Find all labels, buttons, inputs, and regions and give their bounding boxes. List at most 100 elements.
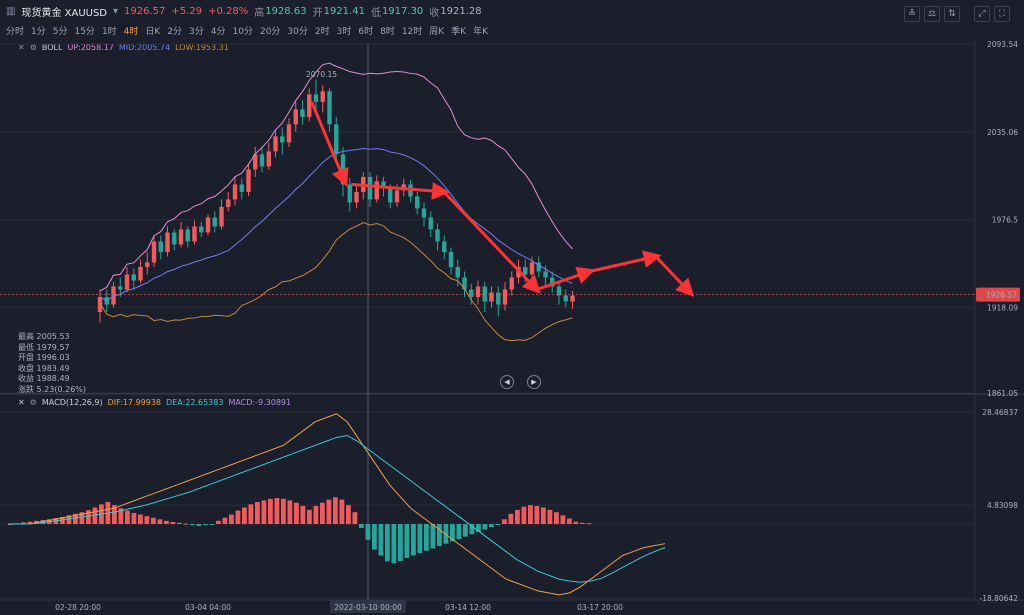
fullscreen-icon[interactable]: ⛶ bbox=[994, 6, 1010, 22]
macd-bar bbox=[424, 524, 429, 551]
timeframe-13[interactable]: 2时 bbox=[314, 26, 330, 37]
candle-body bbox=[192, 226, 197, 242]
timeframe-14[interactable]: 3时 bbox=[336, 26, 352, 37]
draw-tool-icon[interactable]: ⚖ bbox=[924, 6, 940, 22]
price-axis-tick: 1918.09 bbox=[987, 303, 1018, 312]
macd-bar bbox=[151, 517, 156, 525]
timeframe-6[interactable]: 日K bbox=[145, 26, 161, 37]
scroll-right-button[interactable]: ▶ bbox=[527, 375, 541, 389]
close-icon[interactable]: ✕ bbox=[18, 398, 25, 407]
timeframe-2[interactable]: 5分 bbox=[52, 26, 68, 37]
timeframe-5[interactable]: 4时 bbox=[123, 26, 139, 37]
macd-dea-line bbox=[8, 434, 666, 583]
timeframe-17[interactable]: 12时 bbox=[401, 26, 423, 37]
ohlc-line-0: 最高 2005.53 bbox=[18, 332, 70, 341]
macd-bar bbox=[66, 515, 72, 525]
macd-bar bbox=[255, 501, 260, 525]
settings-icon[interactable]: ⇅ bbox=[944, 6, 960, 22]
timeframe-18[interactable]: 周K bbox=[429, 26, 445, 37]
close-icon[interactable]: ✕ bbox=[18, 43, 25, 52]
time-axis-tick: 02-28 20:00 bbox=[55, 603, 101, 612]
macd-bar bbox=[580, 522, 585, 525]
indicator-icon[interactable]: ≙ bbox=[904, 6, 920, 22]
timeframe-20[interactable]: 年K bbox=[473, 26, 488, 37]
candle-body bbox=[570, 295, 575, 302]
boll-up: UP:2058.17 bbox=[67, 43, 114, 52]
candle-body bbox=[442, 241, 447, 252]
macd-bar bbox=[528, 505, 533, 525]
candle-body bbox=[313, 94, 319, 102]
timeframe-10[interactable]: 10分 bbox=[232, 26, 253, 37]
candle-body bbox=[428, 217, 433, 230]
macd-bar bbox=[476, 524, 481, 532]
macd-bar bbox=[300, 505, 306, 525]
candle-body bbox=[509, 277, 514, 290]
candle-body bbox=[455, 266, 460, 278]
candle-body bbox=[266, 151, 271, 167]
crosshair-time-label: 2022-03-10 00:00 bbox=[334, 603, 402, 612]
trend-arrow bbox=[589, 250, 662, 273]
candle-body bbox=[253, 154, 258, 170]
timeframe-16[interactable]: 8时 bbox=[380, 26, 395, 37]
macd-bar bbox=[515, 509, 520, 525]
timeframe-7[interactable]: 2分 bbox=[167, 26, 183, 37]
macd-bar bbox=[372, 524, 377, 550]
header-bar: ▥ 现货黄金 XAUUSD ▾ 1926.57 +5.29 +0.28% 高 1… bbox=[0, 0, 1024, 22]
candle-body bbox=[435, 229, 440, 242]
candle-body bbox=[172, 232, 177, 245]
timeframe-15[interactable]: 6时 bbox=[358, 26, 374, 37]
scroll-left-button[interactable]: ◀ bbox=[500, 375, 514, 389]
ohlc-line-1: 最低 1979.57 bbox=[18, 342, 70, 352]
candle-body bbox=[300, 109, 305, 117]
timeframe-8[interactable]: 3分 bbox=[189, 26, 204, 37]
macd-dea: DEA:22.65383 bbox=[166, 398, 224, 407]
macd-bar bbox=[261, 500, 267, 525]
timeframe-4[interactable]: 1时 bbox=[101, 26, 117, 37]
boll-name: BOLL bbox=[41, 43, 63, 52]
price-axis-tick: 1976.5 bbox=[992, 216, 1018, 225]
toolbar: ≙ ⚖ ⇅ ⤢ ⛶ bbox=[904, 6, 1010, 22]
macd-bar bbox=[411, 524, 416, 556]
candle-body bbox=[462, 277, 467, 290]
timeframe-9[interactable]: 4分 bbox=[210, 26, 226, 37]
ohlc-tooltip: 最高 2005.53 最低 1979.57 开盘 1996.03 收盘 1983.49… bbox=[18, 332, 86, 395]
boll-lower-line bbox=[99, 221, 573, 342]
macd-bar bbox=[118, 508, 124, 525]
candle-body bbox=[320, 91, 325, 102]
expand-icon[interactable]: ⤢ bbox=[974, 6, 990, 22]
gear-icon[interactable]: ⚙ bbox=[29, 43, 37, 52]
boll-mid-line bbox=[99, 147, 573, 302]
candle-body bbox=[529, 262, 535, 275]
candle-body bbox=[475, 286, 481, 298]
macd-bar bbox=[313, 505, 319, 525]
timeframe-19[interactable]: 季K bbox=[451, 26, 467, 37]
macd-bar bbox=[86, 510, 91, 525]
timeframe-11[interactable]: 20分 bbox=[259, 26, 281, 37]
candle-body bbox=[178, 229, 184, 245]
candle-body bbox=[448, 251, 454, 267]
crosshair-time-box bbox=[330, 600, 406, 613]
macd-bar bbox=[138, 514, 143, 525]
high-value: 1928.63 bbox=[265, 5, 307, 17]
boll-upper-line bbox=[99, 62, 573, 292]
macd-bar bbox=[547, 509, 553, 525]
macd-bar bbox=[248, 504, 254, 525]
low-label: 低 bbox=[370, 7, 381, 19]
macd-axis-tick: 28.46837 bbox=[982, 408, 1018, 417]
chevron-down-icon[interactable]: ▾ bbox=[113, 5, 119, 17]
chart-icon: ▥ bbox=[6, 5, 16, 17]
symbol-name[interactable]: 现货黄金 XAUUSD bbox=[21, 7, 108, 19]
macd-bar bbox=[242, 507, 247, 525]
macd-bar bbox=[164, 520, 169, 525]
timeframe-3[interactable]: 15分 bbox=[74, 26, 95, 37]
macd-bar bbox=[521, 506, 527, 525]
candle-body bbox=[286, 124, 292, 143]
macd-bar bbox=[209, 524, 215, 526]
macd-bar bbox=[92, 507, 98, 525]
gear-icon[interactable]: ⚙ bbox=[29, 398, 37, 407]
timeframe-0[interactable]: 分时 bbox=[6, 26, 25, 37]
timeframe-12[interactable]: 30分 bbox=[287, 26, 308, 37]
timeframe-1[interactable]: 1分 bbox=[31, 26, 46, 37]
macd-bar bbox=[417, 524, 423, 554]
